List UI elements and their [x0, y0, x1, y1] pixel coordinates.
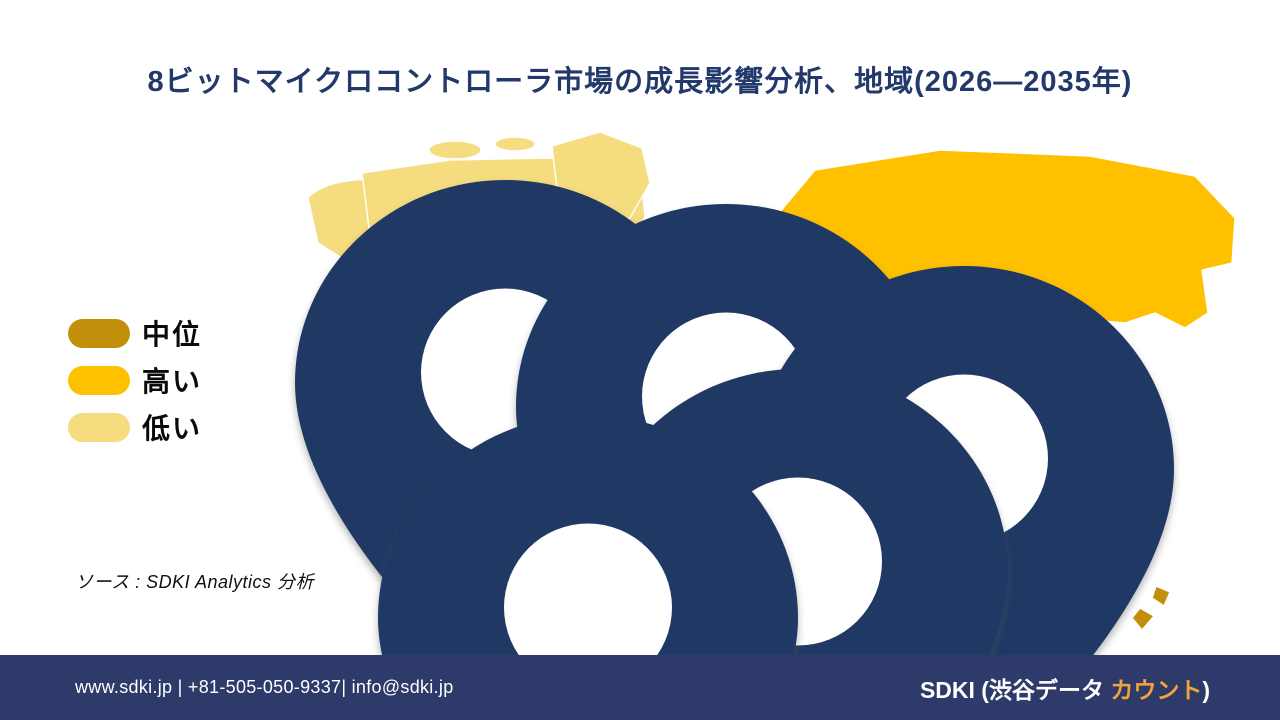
- legend-item-low: 低い: [68, 412, 202, 444]
- brand-suffix: ): [1202, 676, 1210, 703]
- map-pin-icon: [378, 415, 798, 720]
- map-region-new-zealand-north: [1151, 585, 1171, 607]
- map-region-new-zealand-south: [1131, 607, 1155, 631]
- footer-bar: www.sdki.jp | +81-505-050-9337| info@sdk…: [0, 655, 1280, 720]
- brand-prefix: SDKI (渋谷データ: [919, 676, 1111, 703]
- legend-label-high: 高い: [142, 366, 203, 397]
- legend-label-medium: 中位: [142, 319, 203, 350]
- footer-contact: www.sdki.jp | +81-505-050-9337| info@sdk…: [75, 677, 454, 697]
- legend-label-low: 低い: [142, 413, 203, 444]
- source-note: ソース : SDKI Analytics 分析: [75, 572, 314, 592]
- map-region-arctic-islands-2: [494, 136, 536, 152]
- pin-latin-america: ラテンアメリカ: [121, 415, 1056, 720]
- footer-brand: SDKI (渋谷データ カウント): [920, 671, 1210, 705]
- legend-swatch-high: [68, 365, 130, 395]
- legend: 中位 高い 低い: [68, 318, 202, 459]
- page-title: 8ビットマイクロコントローラ市場の成長影響分析、地域(2026—2035年): [147, 66, 1133, 98]
- brand-highlight: カウント: [1110, 676, 1203, 703]
- map-region-arctic-islands-1: [428, 140, 482, 160]
- legend-swatch-medium: [68, 318, 130, 348]
- legend-item-high: 高い: [68, 365, 202, 397]
- legend-swatch-low: [68, 412, 130, 442]
- legend-item-medium: 中位: [68, 318, 202, 350]
- world-map: 北米 ヨーロッパ アジア太平洋 地域 中東 とアフリカ ラテンアメリカ: [295, 128, 1235, 720]
